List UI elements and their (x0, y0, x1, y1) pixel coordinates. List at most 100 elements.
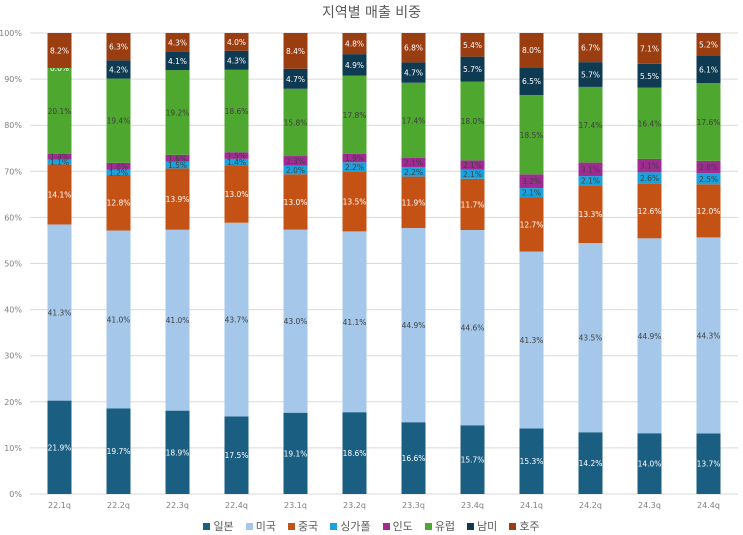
data-label: 2.1% (404, 159, 423, 168)
bar-segment (283, 68, 308, 89)
bar-stack: 14.0% 44.9% 12.6% 2.6% 3.1% 16.4% 5.5% 7.1% (637, 33, 662, 494)
data-label: 16.4% (638, 119, 662, 128)
legend-label: 미국 (255, 520, 276, 533)
bar-segment (47, 153, 72, 160)
bar-segment (519, 428, 544, 494)
legend-label: 남미 (477, 520, 498, 533)
bar-stack: 16.6% 44.9% 11.9% 2.2%2.1% 17.4% 4.7% 6.8% (401, 33, 426, 494)
x-tick-label: 24.1q (520, 501, 543, 510)
data-label: 8.4% (286, 47, 305, 56)
bar-segment (696, 160, 721, 174)
bar-segment (637, 63, 662, 88)
bar-segment (578, 62, 603, 87)
bar-segment (224, 69, 249, 153)
bar-segment (696, 433, 721, 494)
data-label: 15.7% (461, 456, 485, 465)
legend-swatch (245, 522, 253, 530)
y-tick-label: 40% (4, 306, 22, 315)
bar-segment (342, 153, 367, 163)
bar-stack: 13.7% 44.3% 12.0% 2.5% 2.8% 17.6% 6.1% 5.2% (696, 33, 721, 494)
bar-segment (696, 33, 721, 57)
x-tick-label: 22.3q (166, 501, 189, 510)
data-label: 16.6% (402, 454, 426, 463)
legend-item: 싱가폴 (330, 518, 371, 534)
bar-segment (342, 231, 367, 413)
data-label: 6.5% (522, 77, 541, 86)
legend-item: 인도 (382, 518, 413, 534)
x-tick-label: 22.1q (48, 501, 71, 510)
bar-segment (283, 33, 308, 69)
data-label: 3.1% (640, 162, 659, 171)
bar-segment (283, 229, 308, 413)
bar-segment (165, 410, 190, 494)
data-label: 6.3% (109, 43, 128, 52)
bar-segment (106, 174, 131, 231)
data-label: 15.8% (284, 118, 308, 127)
data-label: 2.3% (286, 157, 305, 166)
data-label: 41.3% (520, 336, 544, 345)
data-label: 44.6% (461, 324, 485, 333)
bar-segment (224, 165, 249, 223)
data-label: 13.5% (343, 198, 367, 207)
data-label: 2.6% (640, 174, 659, 183)
data-label: 4.3% (227, 56, 246, 65)
bar-segment (578, 432, 603, 494)
y-tick-label: 90% (4, 75, 22, 84)
bar-segment (696, 82, 721, 161)
bar-segment (519, 67, 544, 96)
data-label: 6.8% (404, 44, 423, 53)
data-label: 0.0% (50, 64, 69, 73)
data-label: 13.7% (697, 460, 721, 469)
legend-item: 남미 (467, 518, 497, 534)
bar-segment (460, 178, 485, 231)
bar-stack: 15.7% 44.6% 11.7% 2.1%2.1% 18.0% 5.7% 5.4% (460, 33, 485, 494)
bar-segment (47, 159, 72, 165)
bar-segment (578, 176, 603, 186)
y-tick-label: 0% (9, 490, 22, 499)
bar-stack: 17.5% 43.7% 13.0% 1.4%1.5% 18.6% 4.3% 4.0% (224, 33, 249, 494)
data-label: 41.0% (107, 315, 131, 324)
data-label: 3.2% (522, 177, 541, 186)
bar-stack: 15.3% 41.3% 12.7% 2.1% 3.2% 18.5% 6.5% 8.0% (519, 33, 544, 494)
data-label: 13.0% (225, 190, 249, 199)
bar-segment (224, 222, 249, 417)
bar-segment (106, 408, 131, 494)
bar-segment (696, 56, 721, 83)
legend-swatch (382, 522, 390, 530)
y-tick-label: 10% (4, 444, 22, 453)
bar-segment (165, 70, 190, 155)
bar-segment (637, 33, 662, 64)
x-tick-label: 23.3q (402, 501, 425, 510)
data-label: 15.3% (520, 457, 544, 466)
bar-segment (460, 230, 485, 426)
legend-swatch (287, 522, 295, 530)
bars: 21.9%41.3%14.1%1.1%1.4%20.1%0.0%8.2%19.7… (47, 33, 721, 494)
bar-segment (165, 168, 190, 230)
bar-segment (342, 172, 367, 232)
x-tick-label: 23.2q (343, 501, 366, 510)
bar-segment (165, 33, 190, 52)
data-label: 17.4% (579, 121, 603, 130)
bar-segment (224, 33, 249, 51)
bar-segment (342, 75, 367, 154)
data-label: 4.9% (345, 61, 364, 70)
bar-segment (578, 162, 603, 177)
data-label: 19.1% (284, 449, 308, 458)
data-label: 4.2% (109, 65, 128, 74)
bar-segment (342, 412, 367, 494)
data-label: 2.8% (699, 163, 718, 172)
legend-swatch (203, 522, 211, 530)
data-label: 1.1% (50, 158, 69, 167)
legend-item: 호주 (509, 518, 540, 534)
bar-segment (224, 152, 249, 159)
data-label: 18.6% (225, 107, 249, 116)
y-tick-label: 70% (4, 167, 22, 176)
legend-label: 유럽 (434, 520, 456, 533)
bar-stack: 18.9% 41.0% 13.9% 1.5%1.6% 19.2% 4.1% 4.3% (165, 33, 190, 494)
data-label: 1.6% (109, 162, 128, 171)
x-tick-label: 22.2q (107, 501, 130, 510)
bar-segment (637, 87, 662, 159)
bar-stack: 19.1% 43.0% 13.0% 2.0%2.3% 15.8% 4.7% 8.4% (283, 33, 308, 494)
y-tick-label: 30% (4, 352, 22, 361)
bar-segment (696, 237, 721, 434)
